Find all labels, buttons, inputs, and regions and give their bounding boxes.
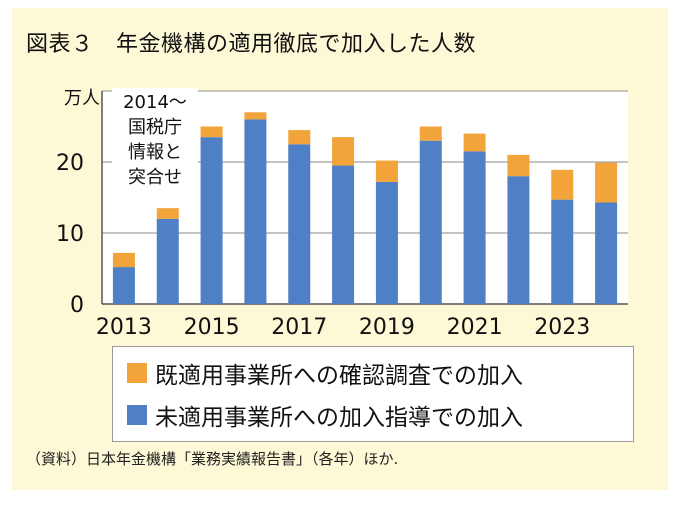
legend-swatch-blue: [127, 405, 147, 425]
x-tick-labels: 2013 2015 2017 2019 2021 2023: [96, 315, 590, 340]
legend: 既適用事業所への確認調査での加入 未適用事業所への加入指導での加入: [112, 346, 634, 442]
x-tick-label: 2015: [184, 315, 240, 340]
bar-segment-confirmation: [419, 126, 442, 141]
bar-segment-confirmation: [463, 133, 486, 152]
annotation-line: 突合せ: [128, 167, 182, 188]
bar-segment-confirmation: [112, 252, 135, 268]
x-tick-label: 2021: [447, 315, 503, 340]
bar-segment-confirmation: [375, 160, 398, 182]
bar-segment-confirmation: [595, 162, 618, 203]
bar-segment-guidance: [375, 181, 398, 304]
bar-segment-confirmation: [200, 126, 223, 138]
y-tick-label: 10: [56, 222, 84, 247]
legend-label: 未適用事業所への加入指導での加入: [155, 405, 523, 431]
bar-segment-confirmation: [551, 169, 574, 200]
bar-segment-guidance: [507, 176, 530, 304]
figure-panel: 図表３ 年金機構の適用徹底で加入した人数 0 10 20 2013 2015 2017 2…: [12, 8, 668, 490]
bar-segment-guidance: [244, 119, 267, 305]
bar-segment-guidance: [551, 199, 574, 304]
legend-label: 既適用事業所への確認調査での加入: [155, 363, 523, 389]
y-axis-unit-label: 万人: [64, 88, 100, 109]
grid-lines: [101, 90, 628, 305]
bar-segment-confirmation: [244, 112, 267, 120]
y-tick-label: 0: [70, 293, 84, 318]
annotation-box: 2014～ 国税庁 情報と 突合せ: [112, 88, 198, 192]
bar-segment-guidance: [288, 144, 311, 304]
bar-segment-guidance: [156, 218, 179, 304]
source-note: （資料）日本年金機構「業務実績報告書」（各年）ほか.: [26, 450, 399, 468]
bar-segment-confirmation: [156, 208, 179, 219]
chart-title: 図表３ 年金機構の適用徹底で加入した人数: [26, 32, 477, 57]
bar-segment-guidance: [332, 165, 355, 304]
legend-item-guidance: 未適用事業所への加入指導での加入: [127, 397, 523, 433]
annotation-line: 2014～: [123, 92, 187, 113]
bars-group: [112, 112, 618, 305]
x-tick-label: 2023: [534, 315, 590, 340]
x-tick-label: 2019: [359, 315, 415, 340]
annotation-line: 情報と: [128, 142, 182, 163]
bar-segment-guidance: [419, 140, 442, 304]
bar-chart: 0 10 20 2013 2015 2017 2019 2021 2023 万人 2014～ …: [56, 88, 628, 340]
bar-segment-confirmation: [288, 130, 311, 145]
legend-item-confirmation: 既適用事業所への確認調査での加入: [127, 355, 523, 391]
legend-swatch-orange: [127, 363, 147, 383]
x-tick-label: 2013: [96, 315, 152, 340]
annotation-line: 国税庁: [128, 117, 182, 138]
bar-segment-guidance: [112, 267, 135, 304]
y-tick-label: 20: [56, 151, 84, 176]
y-tick-labels: 0 10 20: [56, 151, 84, 318]
x-tick-label: 2017: [271, 315, 327, 340]
bar-segment-confirmation: [332, 137, 355, 166]
bar-segment-guidance: [200, 137, 223, 304]
bar-segment-confirmation: [507, 154, 530, 177]
bar-segment-guidance: [595, 202, 618, 304]
bar-segment-guidance: [463, 151, 486, 304]
